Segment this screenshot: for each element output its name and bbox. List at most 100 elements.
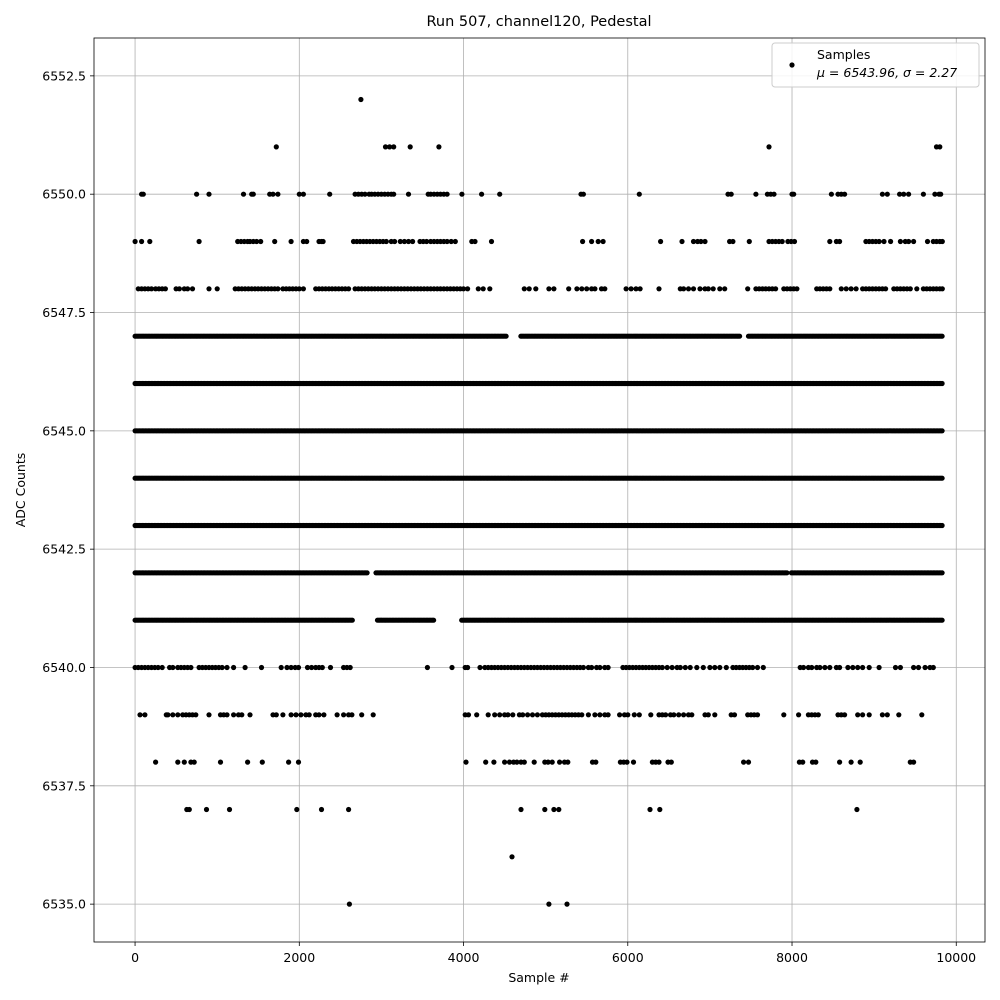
data-point: [410, 238, 416, 245]
data-point: [637, 286, 643, 292]
data-point: [888, 238, 894, 245]
data-point: [258, 664, 265, 671]
data-point: [165, 712, 171, 718]
data-point: [273, 712, 279, 718]
data-point: [306, 712, 312, 718]
data-point: [224, 664, 230, 671]
data-point: [784, 570, 790, 576]
data-point: [911, 664, 917, 671]
data-point: [754, 664, 761, 671]
data-point: [295, 664, 302, 671]
data-point: [346, 286, 352, 292]
data-point: [546, 901, 552, 907]
y-tick-label: 6542.5: [42, 542, 86, 557]
data-point: [250, 191, 256, 197]
data-point: [636, 712, 642, 718]
data-point: [387, 144, 393, 150]
data-point: [815, 712, 821, 718]
data-point: [800, 664, 807, 671]
data-point: [911, 759, 917, 765]
data-point: [316, 712, 322, 718]
data-point: [791, 191, 797, 197]
data-point: [937, 144, 943, 150]
data-point: [231, 664, 237, 671]
data-point: [525, 712, 531, 718]
data-point: [911, 238, 917, 245]
data-point: [320, 238, 326, 245]
data-point: [589, 664, 595, 671]
data-point: [139, 238, 145, 245]
data-point: [906, 238, 912, 245]
data-point: [488, 238, 495, 245]
data-point: [321, 712, 327, 718]
data-point: [278, 664, 284, 671]
data-point: [647, 806, 653, 813]
data-point: [745, 759, 752, 765]
data-point: [580, 191, 587, 197]
data-point: [658, 238, 664, 245]
gridlines: [94, 38, 985, 942]
data-point: [906, 191, 912, 197]
data-point: [424, 238, 430, 245]
data-point: [327, 191, 333, 197]
data-point: [907, 286, 913, 292]
data-point: [185, 286, 191, 292]
data-point: [155, 664, 161, 671]
data-point: [897, 191, 903, 197]
data-point: [492, 712, 498, 718]
data-point: [531, 759, 537, 765]
data-point: [275, 191, 281, 197]
data-point: [884, 191, 890, 197]
data-point: [485, 712, 491, 718]
data-point: [502, 759, 508, 765]
data-point: [866, 712, 872, 718]
data-point: [663, 712, 669, 718]
data-point: [850, 664, 856, 671]
data-point: [681, 286, 687, 292]
data-point: [817, 664, 823, 671]
data-point: [605, 712, 611, 718]
data-point: [480, 286, 486, 292]
data-point: [771, 191, 777, 197]
data-point: [813, 759, 819, 765]
data-point: [766, 144, 772, 150]
data-point: [717, 286, 723, 292]
data-point: [648, 712, 654, 718]
data-point: [191, 759, 197, 765]
data-point: [722, 286, 728, 292]
data-point: [346, 806, 352, 813]
data-point: [186, 806, 192, 813]
data-point: [240, 191, 247, 197]
data-point: [347, 664, 353, 671]
data-point: [690, 286, 697, 292]
x-axis-label: Sample #: [508, 970, 569, 985]
data-point: [304, 238, 310, 245]
data-point: [392, 238, 398, 245]
data-point: [170, 664, 176, 671]
data-point: [318, 806, 325, 813]
data-point: [309, 664, 315, 671]
data-point: [705, 712, 711, 718]
data-point: [479, 191, 485, 197]
data-point: [574, 286, 580, 292]
data-point: [465, 664, 471, 671]
data-point: [231, 712, 237, 718]
y-tick-label: 6547.5: [42, 305, 86, 320]
data-point: [939, 286, 945, 292]
data-point: [148, 286, 155, 292]
legend: Samples μ = 6543.96, σ = 2.27: [771, 42, 980, 88]
data-point: [657, 806, 663, 813]
data-point: [592, 712, 598, 718]
data-point: [474, 712, 480, 718]
data-point: [796, 712, 802, 718]
data-point: [214, 286, 220, 292]
data-point: [938, 191, 944, 197]
data-point: [224, 712, 230, 718]
data-point: [876, 664, 882, 671]
data-point: [286, 759, 292, 765]
data-point: [939, 570, 945, 576]
data-point: [304, 664, 311, 671]
data-point: [676, 712, 682, 718]
data-point: [497, 191, 503, 197]
data-point: [245, 759, 251, 765]
